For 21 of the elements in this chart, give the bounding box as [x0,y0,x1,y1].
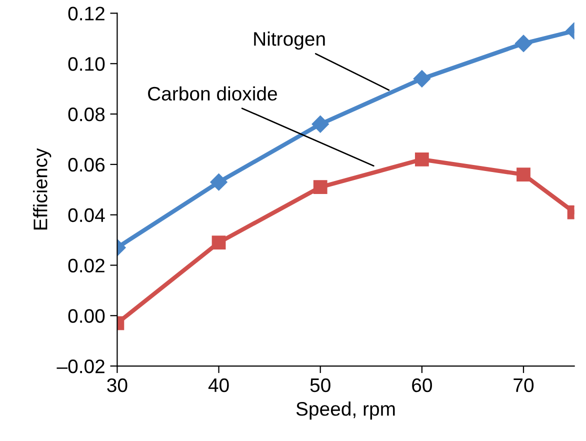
x-tick-label: 60 [412,378,432,392]
point [313,180,328,194]
x-tick-label: 40 [208,378,229,392]
y-tick-label: 0.08 [68,108,105,122]
x-tick-label: 30 [107,378,128,392]
point [413,70,430,88]
y-tick-label: 0.12 [68,6,104,20]
point [312,116,329,133]
annotation: Carbon dioxide [148,86,277,101]
y-tick-label: 0.04 [68,208,105,222]
x-tick-label: 50 [310,378,330,392]
y-tick-label: 0.02 [68,258,104,272]
y-tick-label: –0.02 [56,360,104,374]
y-axis-title: Efficiency [33,148,52,230]
y-tick-label: 0.00 [68,309,105,323]
annotation: Nitrogen [254,32,325,50]
x-tick-label: 70 [514,378,534,392]
point [414,152,429,166]
y-tick-label: 0.10 [68,57,105,71]
y-tick-label: 0.06 [68,158,105,172]
x-axis-title: Speed, rpm [296,402,395,420]
